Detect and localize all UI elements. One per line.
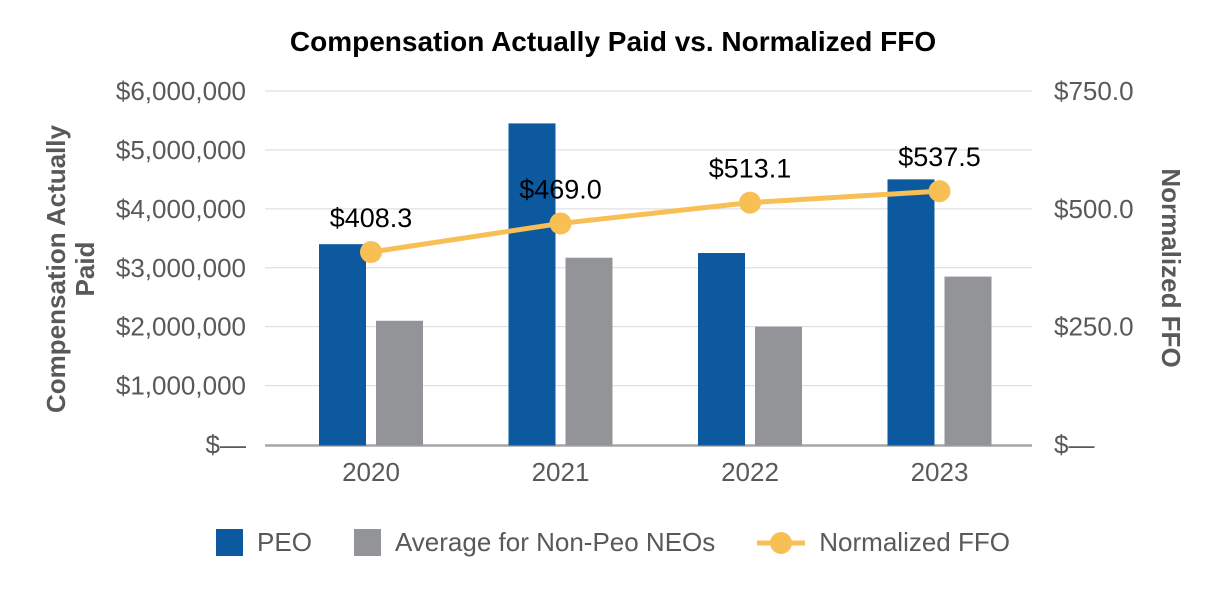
x-axis-label-2021: 2021 [532,457,590,487]
left-axis-tick-label: $— [206,430,246,460]
data-label-normalized-ffo-2023: $537.5 [898,142,981,172]
chart-title: Compensation Actually Paid vs. Normalize… [289,26,937,57]
marker-normalized-ffo-2020 [360,241,382,264]
legend-label-average-for-non-peo-neos: Average for Non-Peo NEOs [394,527,716,557]
left-axis-tick-label: $3,000,000 [116,253,246,283]
legend-line-marker-icon [757,531,806,554]
legend-label-normalized-ffo: Normalized FFO [819,527,1010,557]
left-axis-tick-label: $1,000,000 [116,371,246,401]
x-axis-label-2020: 2020 [342,457,400,487]
left-axis-tick-label: $2,000,000 [116,312,246,342]
legend-item-normalized-ffo: Normalized FFO [757,527,1010,558]
legend-swatch-average-for-non-peo-neos [353,529,381,556]
bar-peo-2020 [319,244,366,446]
marker-normalized-ffo-2022 [739,191,761,214]
right-axis-tick-label: $750.0 [1054,76,1134,106]
bar-peo-2022 [698,253,745,446]
legend: PEO Average for Non-Peo NEOs Normalized FF… [0,527,1226,558]
marker-normalized-ffo-2021 [549,212,572,235]
x-axis-label-2022: 2022 [721,457,779,487]
left-axis-tick-label: $5,000,000 [116,135,246,165]
left-axis-tick-label: $6,000,000 [116,76,246,106]
marker-normalized-ffo-2023 [928,180,951,203]
data-label-normalized-ffo-2021: $469.0 [519,174,602,204]
bar-average-for-non-peo-neos-2021 [565,257,613,446]
data-label-normalized-ffo-2020: $408.3 [330,203,413,233]
data-label-normalized-ffo-2022: $513.1 [709,154,792,184]
legend-swatch-peo [216,529,244,556]
bar-average-for-non-peo-neos-2022 [755,326,802,446]
bar-peo-2021 [508,123,556,446]
bar-peo-2023 [887,179,935,446]
bar-average-for-non-peo-neos-2020 [376,320,423,446]
line-normalized-ffo [370,188,940,255]
left-axis-tick-label: $4,000,000 [116,194,246,224]
legend-item-average-for-non-peo-neos: Average for Non-Peo NEOs [353,527,716,558]
bar-average-for-non-peo-neos-2023 [944,276,992,446]
right-axis-tick-label: $500.0 [1054,194,1134,224]
legend-item-peo: PEO [216,527,312,558]
right-axis-tick-label: $— [1054,430,1094,460]
legend-label-peo: PEO [257,527,312,557]
right-axis-tick-label: $250.0 [1054,312,1134,342]
x-axis-label-2023: 2023 [911,457,969,487]
